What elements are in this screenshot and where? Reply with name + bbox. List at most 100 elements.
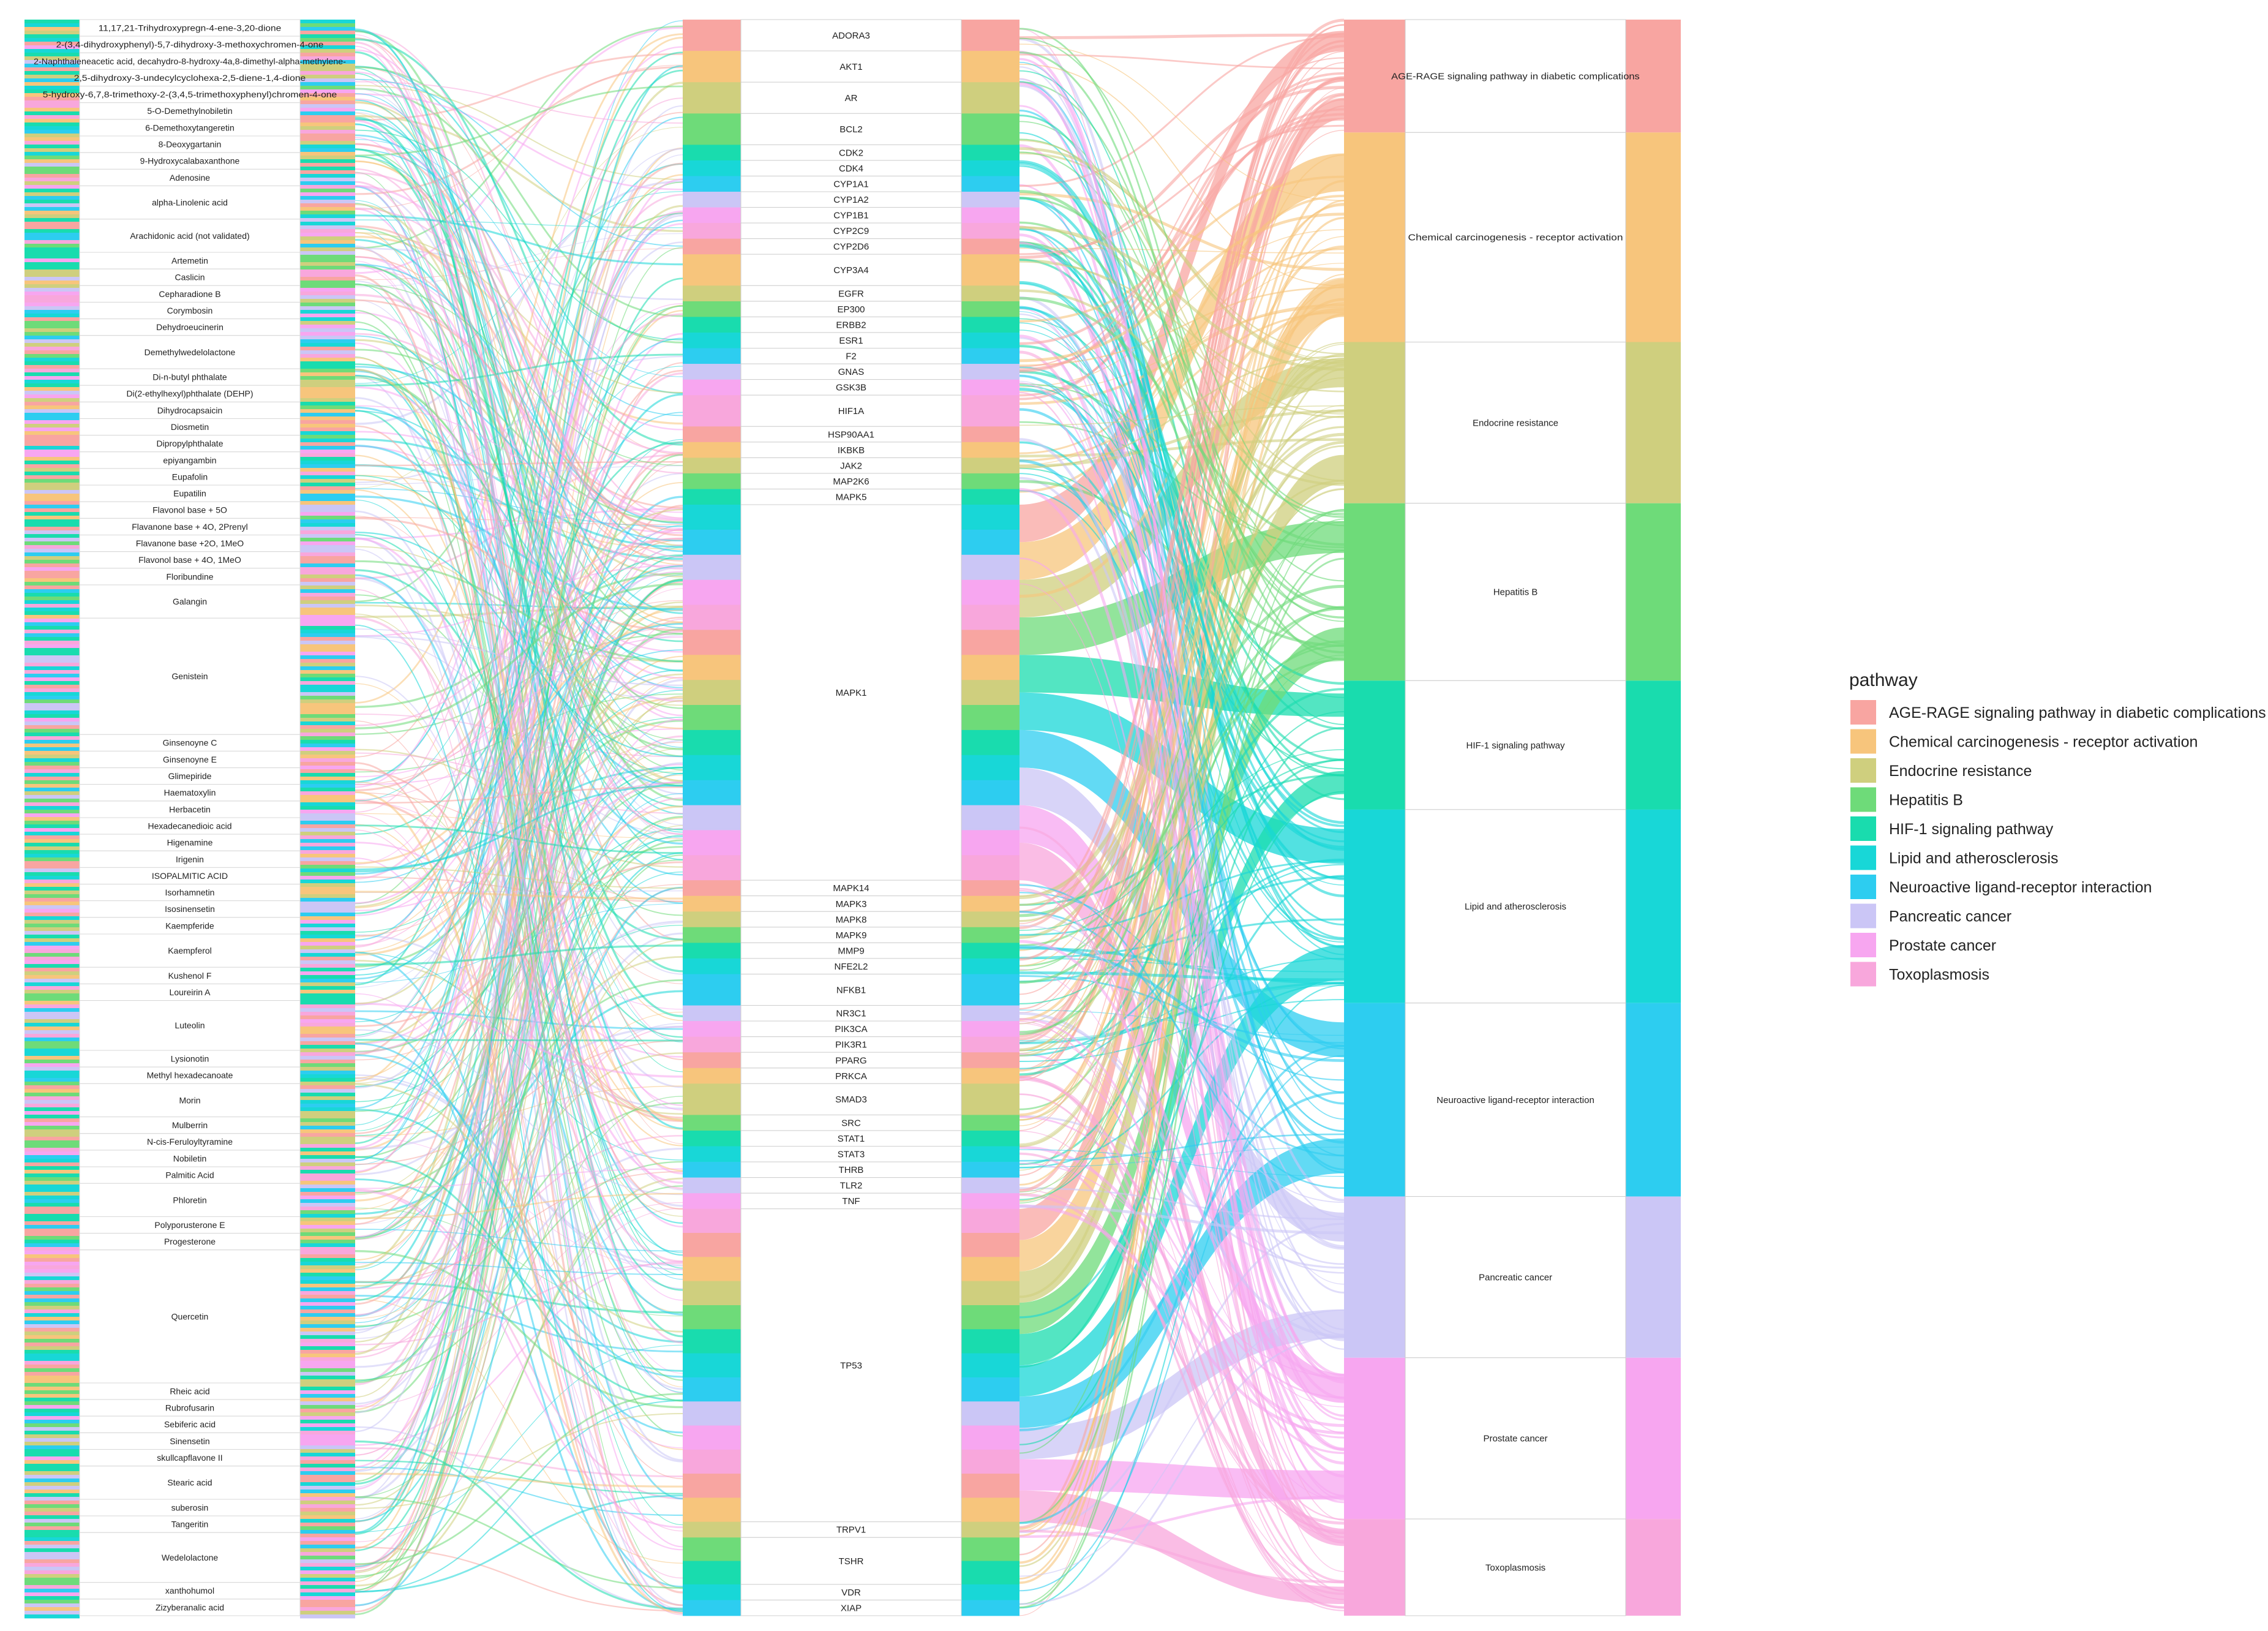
- target-color-band: [961, 974, 1019, 1006]
- compound-color-stripe: [300, 336, 355, 340]
- target-pathway-flow: [1019, 241, 1345, 654]
- compound-color-stripe: [300, 957, 355, 961]
- compound-color-stripe: [24, 1060, 80, 1064]
- compound-color-stripe: [24, 273, 80, 277]
- compound-label: 2-(3,4-dihydroxyphenyl)-5,7-dihydroxy-3-…: [56, 40, 324, 50]
- compound-color-stripe: [300, 990, 355, 994]
- compound-color-stripe: [24, 244, 80, 248]
- target-pathway-flow: [1019, 1055, 1345, 1592]
- compound-label: ISOPALMITIC ACID: [152, 871, 228, 881]
- compound-box: [79, 551, 301, 569]
- compound-color-stripe: [300, 398, 355, 402]
- legend-swatch: [1850, 729, 1876, 754]
- compound-box: [79, 1432, 301, 1450]
- compound-color-stripe: [300, 31, 355, 35]
- compound-color-stripe: [24, 788, 80, 792]
- compound-color-stripe: [300, 1008, 355, 1012]
- compound-color-stripe: [24, 523, 80, 527]
- compound-color-stripe: [24, 740, 80, 744]
- compound-color-stripe: [24, 1291, 80, 1295]
- target-pathway-flow: [1019, 28, 1345, 644]
- compound-color-stripe: [300, 733, 355, 737]
- target-pathway-flow: [1019, 40, 1345, 924]
- compound-color-stripe: [300, 45, 355, 50]
- target-color-band: [961, 805, 1019, 831]
- target-pathway-flow: [1019, 889, 1345, 1520]
- compound-color-stripe: [24, 1199, 80, 1203]
- compound-color-stripe: [300, 1262, 355, 1266]
- compound-color-stripe: [24, 1207, 80, 1211]
- compound-color-stripe: [24, 1394, 80, 1398]
- compound-color-stripe: [24, 20, 80, 24]
- compound-color-stripe: [300, 769, 355, 774]
- target-pathway-flow: [1019, 260, 1345, 393]
- compound-color-stripe: [300, 979, 355, 983]
- target-color-band: [961, 364, 1019, 380]
- compound-color-stripe: [300, 56, 355, 61]
- compound-color-stripe: [24, 663, 80, 667]
- compound-color-stripe: [24, 145, 80, 149]
- target-pathway-flow: [1019, 945, 1345, 1062]
- compound-color-stripe: [24, 365, 80, 369]
- compound-color-stripe: [24, 949, 80, 954]
- compound-target-flow: [355, 111, 683, 758]
- target-label: HSP90AA1: [828, 429, 874, 440]
- compound-label: suberosin: [171, 1503, 209, 1513]
- compound-color-stripe: [300, 574, 355, 579]
- compound-target-flow: [355, 137, 683, 1111]
- compound-color-stripe: [300, 508, 355, 513]
- compound-color-stripe: [24, 1401, 80, 1406]
- compound-color-stripe: [24, 262, 80, 266]
- compound-color-stripe: [24, 134, 80, 138]
- compound-label: Caslicin: [175, 273, 205, 282]
- target-color-band: [683, 160, 741, 176]
- target-label: NFKB1: [836, 985, 866, 995]
- compound-color-stripe: [24, 1530, 80, 1534]
- compound-color-stripe: [300, 1423, 355, 1428]
- target-box: [740, 1052, 962, 1069]
- target-color-band: [961, 1233, 1019, 1257]
- compound-color-stripe: [300, 960, 355, 965]
- target-pathway-flow: [1019, 37, 1345, 527]
- compound-color-stripe: [300, 1026, 355, 1031]
- legend-swatch: [1850, 816, 1876, 841]
- compound-color-stripe: [300, 189, 355, 193]
- compound-target-flow: [355, 219, 683, 228]
- compound-color-stripe: [300, 1155, 355, 1159]
- compound-color-stripe: [24, 641, 80, 645]
- compound-color-stripe: [300, 1512, 355, 1516]
- compound-color-stripe: [300, 424, 355, 428]
- compound-color-stripe: [24, 1196, 80, 1200]
- pathway-color-band: [1344, 20, 1405, 133]
- target-box: [740, 379, 962, 396]
- compound-color-stripe: [300, 1332, 355, 1336]
- compound-color-stripe: [300, 1137, 355, 1141]
- pathway-color-band: [1344, 680, 1405, 810]
- compound-color-stripe: [24, 1177, 80, 1181]
- compound-color-stripe: [300, 1151, 355, 1156]
- target-pathway-flow: [1019, 298, 1345, 1117]
- target-label: TP53: [840, 1361, 862, 1371]
- compound-target-flow: [355, 728, 683, 786]
- compound-target-flow: [355, 81, 683, 124]
- compound-color-stripe: [24, 1478, 80, 1483]
- compound-color-stripe: [24, 516, 80, 520]
- compound-color-stripe: [24, 979, 80, 983]
- target-pathway-flow: [1019, 151, 1345, 582]
- target-box: [740, 222, 962, 239]
- compound-color-stripe: [300, 1365, 355, 1369]
- target-box: [740, 489, 962, 505]
- compound-color-stripe: [24, 1383, 80, 1387]
- compound-label: Genistein: [171, 671, 208, 681]
- compound-color-stripe: [300, 516, 355, 520]
- compound-target-flow: [355, 64, 683, 210]
- compound-label: Ginsenoyne E: [163, 755, 217, 764]
- compound-label: Flavonol base + 5O: [152, 505, 227, 515]
- compound-color-stripe: [24, 1236, 80, 1240]
- compound-label: Wedelolactone: [162, 1553, 219, 1562]
- pathway-label: AGE-RAGE signaling pathway in diabetic c…: [1391, 71, 1640, 81]
- target-color-band: [961, 176, 1019, 192]
- compound-target-flow: [355, 921, 683, 1175]
- compound-color-stripe: [24, 1218, 80, 1222]
- target-pathway-flow: [1019, 887, 1345, 1592]
